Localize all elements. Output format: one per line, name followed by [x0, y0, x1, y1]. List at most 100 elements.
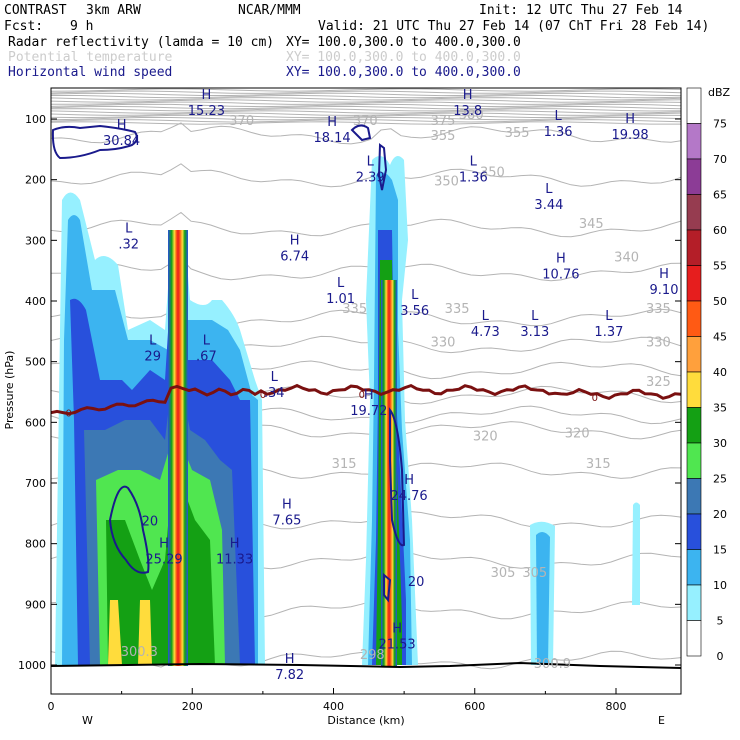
x-axis: 0 200 400 600 800	[48, 688, 627, 713]
x-axis-west-label: W	[82, 714, 93, 727]
wind-extremum-value: 2.39	[356, 171, 385, 186]
wind-speed-contours	[51, 124, 406, 603]
colorbar-tick-label: 0	[717, 650, 724, 663]
y-tick-label: 600	[25, 416, 46, 429]
x-tick-label: 600	[464, 700, 485, 713]
wind-extremum: L29	[144, 334, 161, 365]
theta-line-upper	[51, 121, 681, 125]
colorbar-swatch	[686, 194, 702, 231]
wind-extremum-value: 1.01	[326, 292, 355, 307]
wind-extremum-type: H	[556, 252, 566, 267]
colorbar-swatch	[686, 300, 702, 337]
wind-contour-lower-core	[383, 572, 392, 603]
wind-extremum: L3.44	[534, 182, 563, 213]
wind-extremum-value: 7.82	[275, 668, 304, 683]
wind-extremum-value: 30.84	[103, 134, 140, 149]
x-axis-east-label: E	[658, 714, 665, 727]
wind-extremum: L1.36	[544, 109, 573, 140]
wind-extremum-type: L	[367, 155, 375, 170]
plot-frame	[50, 87, 682, 695]
theta-label: 298	[360, 648, 385, 663]
wind-extremum: H30.84	[103, 118, 140, 149]
theta-line-upper	[51, 99, 681, 103]
x-tick-label: 0	[48, 700, 55, 713]
wind-extremum: H18.14	[313, 115, 350, 146]
fcst-value: 9 h	[70, 19, 94, 34]
colorbar-swatch	[686, 407, 702, 444]
theta-label: 340	[614, 251, 639, 266]
colorbar-swatch	[686, 123, 702, 160]
wind-extremum: L.67	[196, 334, 217, 365]
wind-extremum-type: H	[117, 118, 127, 133]
wind-extremum: H19.98	[611, 112, 648, 143]
wind-extremum-type: L	[470, 155, 478, 170]
theta-line-upper	[51, 110, 681, 114]
refl-core-left	[168, 230, 188, 666]
wind-extremum-value: 1.36	[544, 125, 573, 140]
freezing-level-isotherm	[51, 383, 681, 416]
wind-extremum-type: L	[605, 309, 613, 324]
wind-extremum-type: L	[554, 109, 562, 124]
wind-extremum-type: L	[545, 182, 553, 197]
wind-extremum-type: H	[625, 112, 635, 127]
wind-extremum-value: 11.33	[216, 553, 253, 568]
wind-extremum: H25.29	[145, 537, 182, 568]
theta-line-upper	[51, 114, 681, 119]
freezing-label: 0	[359, 390, 365, 401]
theta-label: 345	[579, 217, 604, 232]
theta-line	[51, 306, 681, 328]
theta-line-upper	[51, 88, 681, 92]
theta-line-upper	[51, 108, 681, 112]
wind-extremum-value: 15.23	[188, 104, 225, 119]
wind-extremum-value: 13.8	[453, 104, 482, 119]
colorbar-swatch	[686, 584, 702, 621]
theta-label: 350	[434, 175, 459, 190]
x-tick-label: 800	[606, 700, 627, 713]
wind-extremum-value: .67	[196, 350, 217, 365]
y-tick-label: 100	[25, 113, 46, 126]
x-tick-label: 400	[323, 700, 344, 713]
theta-line	[51, 122, 681, 145]
colorbar-swatch	[686, 442, 702, 479]
colorbar-swatch	[686, 478, 702, 515]
wind-extremum-type: H	[463, 88, 473, 103]
wind-contour-jet-right	[350, 124, 372, 142]
field-3-xy: XY= 100.0,300.0 to 400.0,300.0	[286, 65, 521, 80]
refl-core-right	[381, 280, 397, 666]
theta-label: 335	[342, 302, 367, 317]
y-tick-label: 1000	[18, 659, 46, 672]
colorbar-tick-label: 15	[713, 544, 727, 557]
colorbar-swatch	[686, 513, 702, 550]
theta-label: 335	[646, 302, 671, 317]
wind-extremum-value: .34	[264, 386, 285, 401]
wind-extremum-value: 21.53	[378, 638, 415, 653]
wind-extremum: H19.72	[350, 388, 387, 419]
theta-label: 330	[431, 336, 456, 351]
wind-extremum-type: L	[337, 276, 345, 291]
y-tick-label: 800	[25, 538, 46, 551]
colorbar-tick-label: 65	[713, 189, 727, 202]
wind-extremum-type: H	[282, 497, 292, 512]
colorbar-tick-label: 50	[713, 295, 727, 308]
colorbar-tick-label: 55	[713, 260, 727, 273]
colorbar-swatch	[686, 158, 702, 195]
colorbar-tick-label: 35	[713, 402, 727, 415]
colorbar-tick-label: 5	[717, 615, 724, 628]
y-tick-label: 700	[25, 477, 46, 490]
wind-extremum-type: L	[125, 221, 133, 236]
wind-extremum: H7.65	[272, 497, 301, 528]
wind-extremum-value: 3.13	[520, 325, 549, 340]
wind-extremum-value: 25.29	[145, 553, 182, 568]
y-tick-label: 500	[25, 356, 46, 369]
colorbar-unit: dBZ	[708, 86, 731, 99]
wind-extremum-type: H	[159, 537, 169, 552]
colorbar-swatch	[686, 265, 702, 302]
theta-line	[51, 163, 681, 188]
colorbar-tick-label: 30	[713, 437, 727, 450]
theta-label: 300.3	[121, 645, 158, 660]
wind-extremum-value: 6.74	[280, 249, 309, 264]
wind-extremum-value: 29	[144, 350, 161, 365]
colorbar-swatch	[686, 620, 702, 657]
theta-label: 375	[431, 114, 456, 129]
